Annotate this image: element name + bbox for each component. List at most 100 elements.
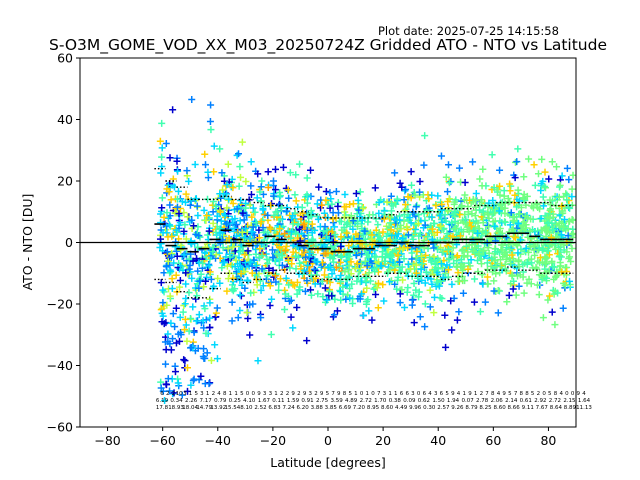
bin-stats-text: 6 2 2 10 3 1 5 3 1 2 4 8 1 1 5 0 0 9 3 3 1 2 2 9 2 9 3 2 9 5 7 9 8 5 1 0 1 0 7… — [156, 391, 592, 411]
scatter-point — [223, 262, 231, 270]
scatter-point — [236, 276, 244, 284]
scatter-point — [223, 204, 231, 212]
scatter-point — [166, 212, 174, 220]
scatter-point — [274, 231, 282, 239]
scatter-point — [544, 213, 552, 221]
scatter-point — [475, 206, 483, 214]
scatter-point — [425, 195, 433, 203]
scatter-point — [508, 272, 516, 280]
scatter-point — [186, 201, 194, 209]
scatter-point — [244, 315, 252, 323]
scatter-point — [467, 256, 475, 264]
scatter-point — [292, 197, 300, 205]
scatter-point — [222, 182, 230, 190]
scatter-point — [223, 246, 231, 254]
scatter-point — [391, 280, 399, 288]
scatter-point — [169, 310, 177, 318]
scatter-point — [451, 217, 459, 225]
scatter-point — [544, 296, 552, 304]
scatter-point — [373, 284, 381, 292]
bin-stat-value: 0 — [571, 391, 575, 397]
bin-stat-value: 3 — [434, 391, 438, 397]
scatter-point — [422, 268, 430, 276]
scatter-point — [545, 267, 553, 275]
scatter-point — [274, 250, 282, 258]
scatter-point — [300, 221, 308, 229]
scatter-point — [355, 206, 363, 214]
scatter-point — [527, 215, 535, 223]
scatter-point — [391, 169, 399, 177]
scatter-point — [236, 306, 244, 314]
scatter-point — [474, 229, 482, 237]
scatter-point — [496, 191, 504, 199]
scatter-point — [383, 198, 391, 206]
scatter-point — [377, 262, 385, 270]
scatter-point — [281, 290, 289, 298]
bin-stat-value: 0.38 — [389, 398, 402, 404]
scatter-point — [182, 321, 190, 329]
scatter-point — [345, 242, 353, 250]
bin-stat-value: 1.64 — [578, 398, 591, 404]
scatter-point — [542, 274, 550, 282]
y-tick-label: −40 — [47, 358, 73, 373]
scatter-point — [171, 243, 179, 251]
scatter-point — [374, 279, 382, 287]
scatter-point — [534, 227, 542, 235]
scatter-point — [554, 289, 562, 297]
scatter-point — [415, 293, 423, 301]
scatter-point — [266, 301, 274, 309]
scatter-point — [303, 174, 311, 182]
scatter-point — [370, 285, 378, 293]
scatter-point — [495, 207, 503, 215]
scatter-point — [545, 251, 553, 259]
bin-stat-value: 9 — [502, 391, 506, 397]
scatter-point — [218, 169, 226, 177]
x-axis: −80 −60 −40 −20 0 20 40 60 80 — [94, 427, 556, 448]
scatter-point — [247, 158, 255, 166]
scatter-point — [202, 277, 210, 285]
bin-stat-value: 9 — [468, 391, 472, 397]
scatter-point — [387, 200, 395, 208]
scatter-point — [166, 292, 174, 300]
scatter-point — [275, 286, 283, 294]
bin-stat-value: 2 — [286, 391, 290, 397]
scatter-point — [492, 262, 500, 270]
scatter-point — [259, 282, 267, 290]
scatter-point — [539, 202, 547, 210]
scatter-point — [502, 234, 510, 242]
scatter-point — [412, 261, 420, 269]
bin-stat-value: 7 — [331, 391, 335, 397]
scatter-point — [538, 155, 546, 163]
bin-stat-value: 6 — [405, 391, 409, 397]
scatter-point — [219, 244, 227, 252]
scatter-point — [281, 230, 289, 238]
scatter-point — [164, 330, 172, 338]
scatter-point — [441, 211, 449, 219]
scatter-point — [174, 167, 182, 175]
scatter-point — [171, 323, 179, 331]
bin-stat-value: 8.66 — [508, 405, 521, 411]
bin-stat-value: 6 — [440, 391, 444, 397]
scatter-point — [337, 296, 345, 304]
scatter-point — [162, 380, 170, 388]
scatter-point — [159, 299, 167, 307]
scatter-point — [189, 257, 197, 265]
scatter-point — [526, 227, 534, 235]
scatter-point — [490, 277, 498, 285]
scatter-point — [491, 223, 499, 231]
scatter-point — [271, 186, 279, 194]
scatter-point — [292, 171, 300, 179]
scatter-point — [158, 309, 166, 317]
scatter-point — [269, 177, 277, 185]
bin-stat-value: 4.89 — [345, 398, 358, 404]
scatter-point — [206, 299, 214, 307]
scatter-point — [253, 261, 261, 269]
scatter-point — [187, 381, 195, 389]
scatter-point — [177, 262, 185, 270]
scatter-point — [325, 273, 333, 281]
scatter-point — [523, 279, 531, 287]
scatter-point — [248, 228, 256, 236]
scatter-point — [289, 324, 297, 332]
scatter-point — [542, 254, 550, 262]
scatter-point — [513, 158, 521, 166]
